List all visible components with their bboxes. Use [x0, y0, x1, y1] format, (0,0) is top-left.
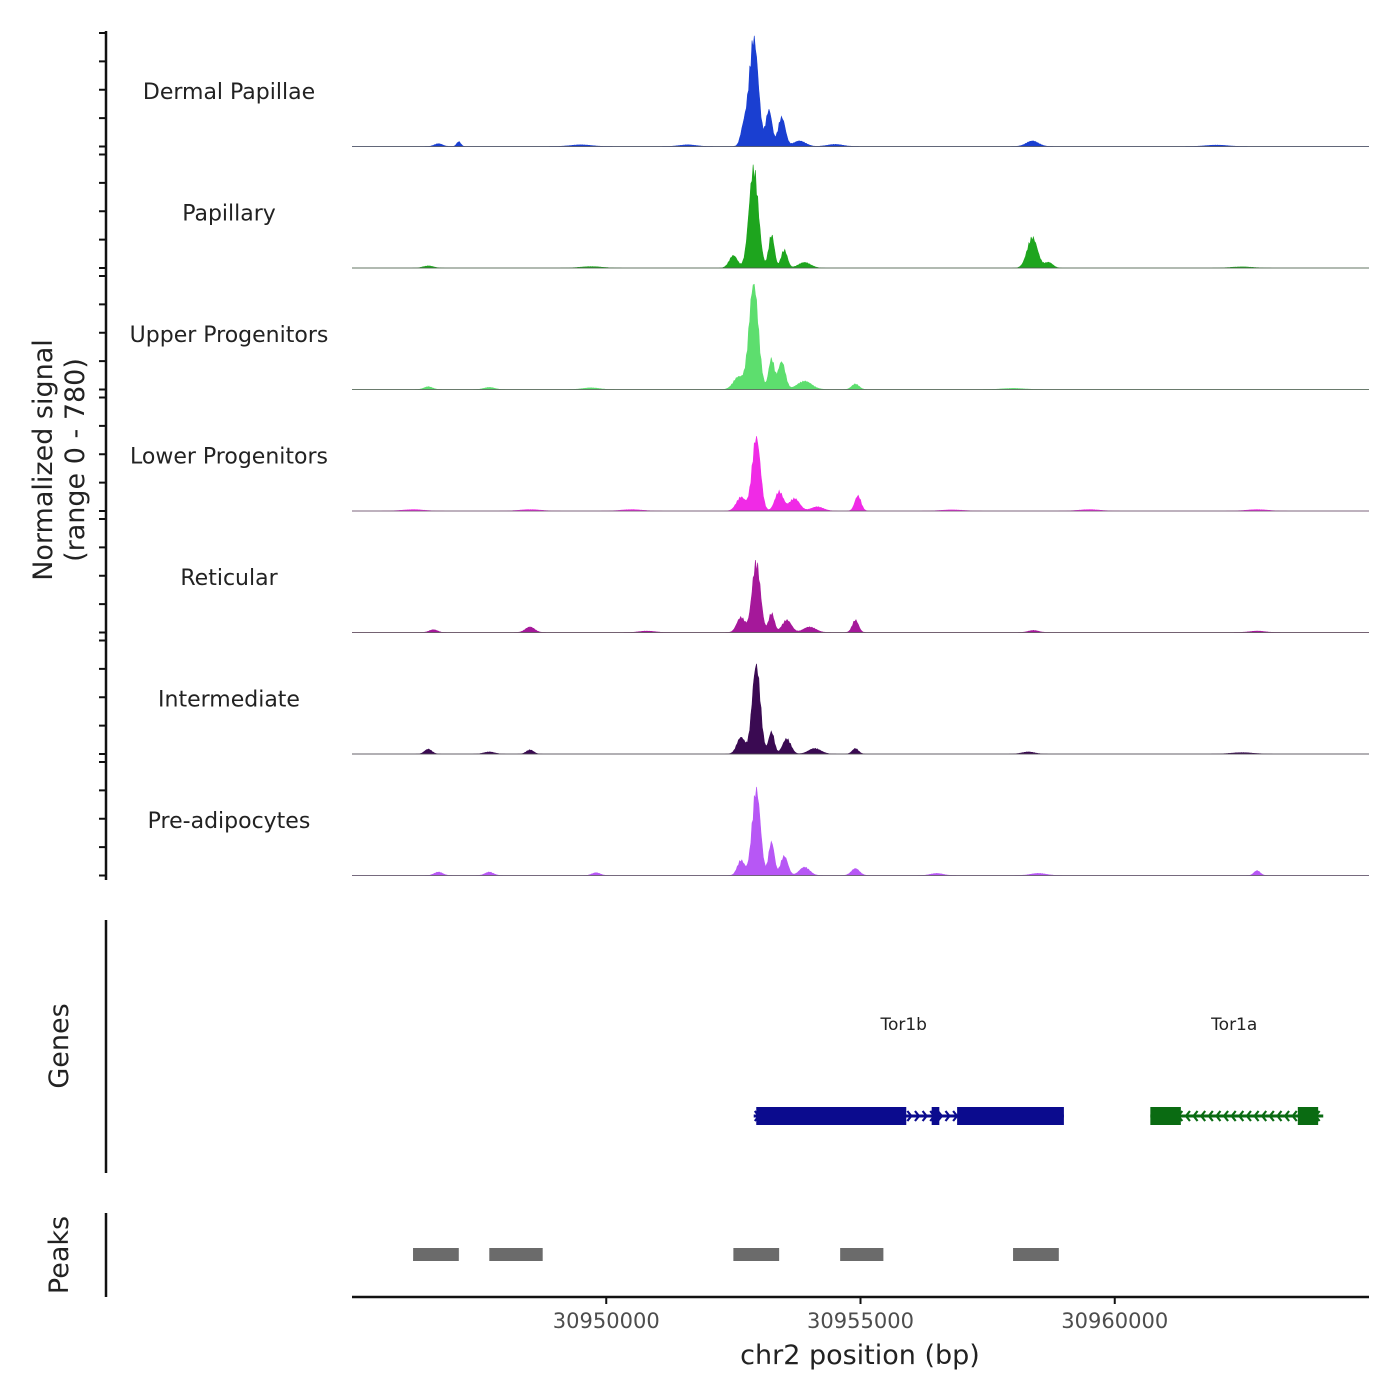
strand-arrow	[1237, 1110, 1245, 1122]
strand-arrow	[1184, 1110, 1191, 1122]
strand-arrow	[1260, 1110, 1268, 1122]
peak-region	[840, 1248, 884, 1261]
strand-arrow	[1230, 1110, 1237, 1122]
coverage-track: Upper Progenitors	[130, 283, 1369, 390]
strand-arrow	[1215, 1110, 1222, 1122]
coverage-area	[352, 35, 1369, 147]
peaks-track	[104, 1213, 1059, 1297]
track-label: Lower Progenitors	[130, 445, 328, 470]
coverage-area	[352, 663, 1369, 755]
x-tick-label: 30950000	[553, 1309, 660, 1333]
track-label: Pre-adipocytes	[148, 809, 311, 834]
x-tick-label: 30955000	[807, 1309, 914, 1333]
strand-arrow	[1268, 1110, 1275, 1122]
strand-arrow	[1245, 1110, 1252, 1122]
strand-arrow	[1291, 1110, 1298, 1122]
peak-region	[1013, 1248, 1059, 1261]
track-label: Reticular	[180, 566, 278, 591]
track-label: Dermal Papillae	[143, 80, 315, 105]
y-axis-label-line2: (range 0 - 780)	[60, 358, 91, 562]
strand-arrow	[1199, 1110, 1207, 1122]
gene-exon	[957, 1107, 1064, 1125]
strand-arrow	[1253, 1110, 1260, 1122]
x-tick-label: 30960000	[1061, 1309, 1168, 1333]
x-axis-label: chr2 position (bp)	[740, 1340, 980, 1371]
strand-arrow	[906, 1110, 913, 1122]
coverage-area	[352, 283, 1369, 390]
gene-exon	[931, 1107, 940, 1125]
strand-arrow	[944, 1110, 951, 1122]
peak-region	[413, 1248, 459, 1261]
coverage-track: Dermal Papillae	[143, 35, 1369, 147]
genes-panel-label: Genes	[44, 1003, 75, 1088]
gene-model: Tor1b	[753, 1015, 1064, 1125]
y-axis	[99, 31, 108, 880]
coverage-area	[352, 164, 1369, 269]
coverage-area	[352, 786, 1369, 876]
y-axis-label-line1: Normalized signal	[28, 339, 59, 581]
coverage-track: Intermediate	[158, 663, 1369, 755]
gene-label: Tor1b	[879, 1015, 927, 1035]
coverage-tracks: Dermal Papillae Papillary Upper Progenitor…	[130, 35, 1369, 876]
peak-region	[489, 1248, 543, 1261]
gene-exon	[756, 1107, 907, 1125]
gene-label: Tor1a	[1210, 1015, 1257, 1035]
gene-model: Tor1a	[1150, 1015, 1324, 1125]
strand-arrow	[1192, 1110, 1199, 1122]
track-label: Papillary	[182, 202, 276, 227]
strand-arrow	[1222, 1110, 1229, 1122]
strand-arrow	[1283, 1110, 1290, 1122]
track-label: Upper Progenitors	[130, 323, 329, 348]
peak-region	[733, 1248, 780, 1261]
coverage-track: Pre-adipocytes	[148, 786, 1369, 876]
strand-arrow	[921, 1110, 929, 1122]
peaks-panel-label: Peaks	[44, 1216, 75, 1294]
coverage-track: Lower Progenitors	[130, 436, 1369, 512]
coverage-area	[352, 559, 1369, 633]
x-axis: 30950000 30955000 30960000	[352, 1295, 1369, 1333]
coverage-track: Reticular	[180, 559, 1369, 633]
track-label: Intermediate	[158, 688, 300, 713]
coverage-area	[352, 436, 1369, 512]
gene-exon	[1150, 1107, 1181, 1125]
strand-arrow	[1207, 1110, 1214, 1122]
genes-track: Tor1b Tor1a	[104, 920, 1324, 1173]
gene-exon	[1297, 1107, 1319, 1125]
strand-arrow	[1276, 1110, 1283, 1122]
coverage-track: Papillary	[182, 164, 1369, 269]
strand-arrow	[914, 1110, 921, 1122]
